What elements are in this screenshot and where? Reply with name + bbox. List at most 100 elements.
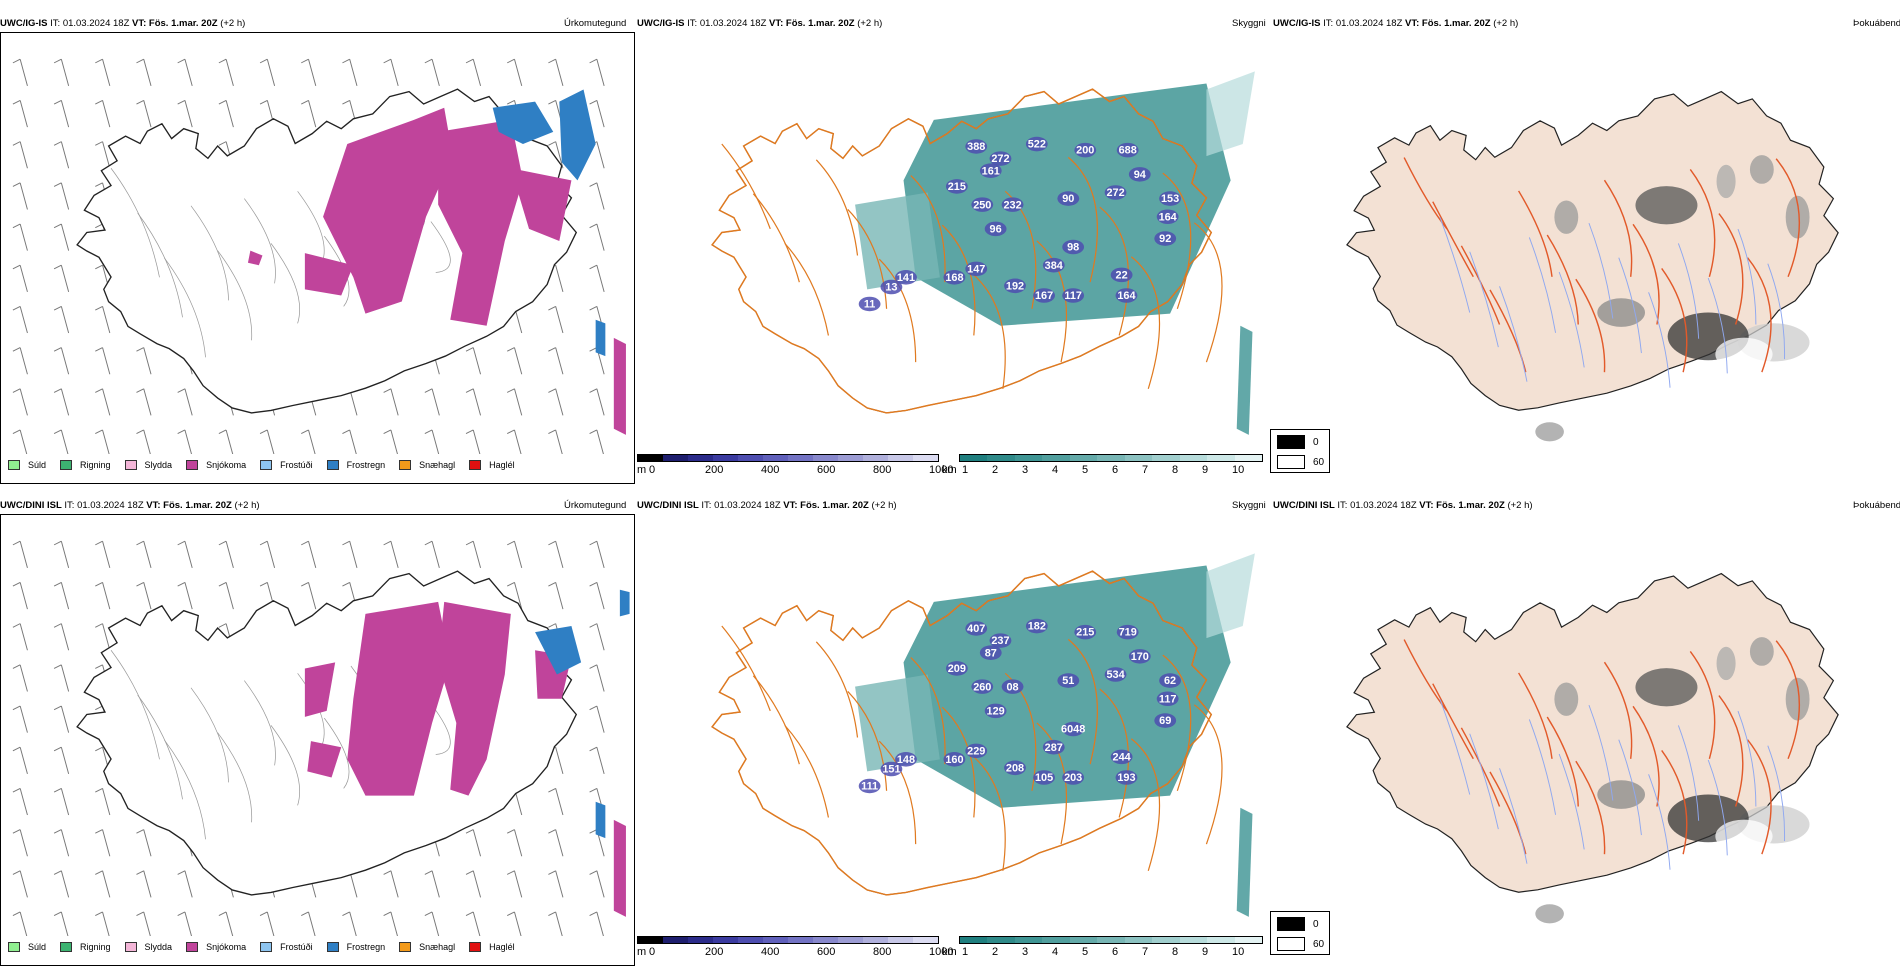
cloud-base-tick: 200: [705, 946, 724, 958]
cloud-base-spot: [1062, 721, 1085, 737]
cloud-base-spot: [1042, 257, 1065, 273]
cloud-base-spot: [1025, 136, 1048, 152]
cloud-base-label: 117: [1064, 290, 1082, 302]
cloud-base-spot: [971, 679, 994, 694]
cloud-base-label: 164: [1159, 211, 1177, 223]
init-time: 01.03.2024 18Z: [1335, 18, 1403, 29]
cloud-base-label: 111: [861, 781, 878, 793]
legend-swatch: [60, 942, 73, 952]
visibility-unit: km: [942, 464, 957, 476]
precip-type-map[interactable]: [2, 34, 632, 454]
legend-swatch: [124, 460, 137, 470]
cloud-base-spot: [1104, 667, 1127, 682]
cloud-base-label: 94: [1134, 169, 1146, 181]
legend-item: Frostúði: [260, 942, 313, 952]
map-title: Þokuábendi: [1853, 500, 1900, 511]
legend-item: Súld: [8, 460, 46, 470]
cloud-base-spot: [1104, 185, 1127, 200]
visibility-tick: 10: [1232, 946, 1245, 958]
cloud-base-label: 141: [897, 272, 915, 284]
cloud-base-label: 688: [1119, 145, 1137, 157]
fog-index-map[interactable]: [1273, 34, 1893, 454]
cloud-base-spot: [858, 778, 881, 794]
cloud-base-label: 200: [1076, 145, 1094, 157]
cloud-base-spot: [965, 743, 988, 759]
lead-time: (+2 h): [234, 500, 260, 511]
legend-label: Frostúði: [280, 460, 313, 470]
precip-legend: Súld Rigning Slydda Snjókoma Frostúði Frostre…: [8, 942, 529, 952]
valid-time-label: VT:: [769, 18, 784, 29]
map-header: UWC/IG-IS IT: 01.03.2024 18Z VT: Fös. 1.…: [637, 18, 882, 29]
cloud-base-spot: [1116, 624, 1139, 640]
cloud-base-tick: 600: [817, 464, 836, 476]
cloud-base-label: 153: [1161, 193, 1179, 205]
legend-item: Frostregn: [326, 942, 385, 952]
cloud-base-label: 62: [1164, 675, 1176, 687]
map-header: UWC/DINI ISL IT: 01.03.2024 18Z VT: Fös.…: [1273, 500, 1533, 511]
cloud-base-spot: [1154, 713, 1177, 728]
init-time: 01.03.2024 18Z: [699, 18, 767, 29]
map-header: UWC/IG-IS IT: 01.03.2024 18Z VT: Fös. 1.…: [0, 18, 245, 29]
legend-item: Súld: [8, 942, 46, 952]
map-title: Þokuábendi: [1853, 18, 1900, 29]
map-header: UWC/DINI ISL IT: 01.03.2024 18Z VT: Fös.…: [637, 500, 897, 511]
legend-swatch: [186, 942, 199, 952]
fog-legend-swatch: [1277, 435, 1305, 449]
cloud-base-unit: m: [637, 946, 647, 958]
valid-time-label: VT:: [132, 18, 147, 29]
cloud-base-label: 22: [1116, 270, 1128, 282]
init-time: 01.03.2024 18Z: [77, 500, 144, 511]
fog-index-panel: UWC/DINI ISL IT: 01.03.2024 18Z VT: Fös.…: [1273, 500, 1900, 970]
legend-swatch: [260, 460, 273, 470]
cloud-base-label: 209: [948, 663, 966, 675]
cloud-base-label: 260: [973, 681, 991, 693]
legend-label: Snjókoma: [206, 460, 247, 470]
precip-type-panel: UWC/IG-IS IT: 01.03.2024 18Z VT: Fös. 1.…: [0, 18, 635, 488]
cloud-base-spot: [880, 279, 903, 295]
cloud-base-spot: [1074, 142, 1097, 158]
cloud-base-label: 250: [973, 199, 991, 211]
legend-label: Súld: [28, 942, 47, 952]
map-header: UWC/DINI ISL IT: 01.03.2024 18Z VT: Fös.…: [0, 500, 260, 511]
rivers: [1439, 699, 1786, 870]
visibility-tick: 8: [1172, 946, 1179, 958]
cloud-base-label: 90: [1062, 193, 1074, 205]
fog-index-map[interactable]: [1273, 516, 1893, 936]
legend-item: Haglél: [469, 460, 515, 470]
valid-time: Fös. 1.mar. 20Z: [163, 500, 232, 511]
cloud-base-spot: [1154, 231, 1177, 246]
legend-item: Snæhagl: [399, 460, 455, 470]
cloud-base-spot: [1156, 209, 1179, 225]
init-time-label: IT:: [50, 18, 61, 29]
cloud-base-spot: [1062, 239, 1085, 255]
cloud-base-label: 08: [1007, 681, 1019, 693]
visibility-tick: 10: [1232, 464, 1245, 476]
visibility-tick: 4: [1052, 464, 1059, 476]
cloud-base-spot: [971, 197, 994, 212]
cloud-base-spot: [1110, 749, 1133, 765]
fog-legend: 0 60: [1270, 429, 1330, 473]
cloud-base-colorbar: [637, 936, 939, 944]
snow-areas: [304, 601, 572, 796]
legend-swatch: [186, 460, 199, 470]
init-time-label: IT:: [1323, 18, 1334, 29]
lead-time: (+2 h): [1493, 18, 1519, 29]
valid-time-label: VT:: [1405, 18, 1420, 29]
cloud-base-label: 203: [1064, 772, 1082, 784]
cloud-base-label: 160: [945, 754, 963, 766]
lead-time: (+2 h): [857, 18, 883, 29]
visibility-field: [855, 553, 1255, 917]
cloud-base-spot: [1116, 142, 1139, 158]
fog-legend-row: 60: [1277, 455, 1324, 469]
roads: [1403, 639, 1801, 855]
legend-item: Haglél: [469, 942, 515, 952]
cloud-base-label: 92: [1159, 233, 1171, 245]
map-title: Skyggni: [1232, 500, 1266, 511]
fog-legend-label: 60: [1313, 456, 1325, 468]
fog-legend-row: 0: [1277, 435, 1319, 449]
legend-swatch: [124, 942, 137, 952]
cloud-base-label: 105: [1035, 772, 1053, 784]
precip-type-map[interactable]: [2, 516, 632, 936]
